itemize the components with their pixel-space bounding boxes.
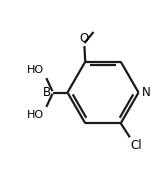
Text: HO: HO [26, 110, 44, 120]
Text: O: O [80, 32, 89, 45]
Text: Cl: Cl [130, 139, 142, 152]
Text: N: N [142, 86, 151, 99]
Text: B: B [43, 86, 51, 99]
Text: HO: HO [26, 65, 44, 75]
